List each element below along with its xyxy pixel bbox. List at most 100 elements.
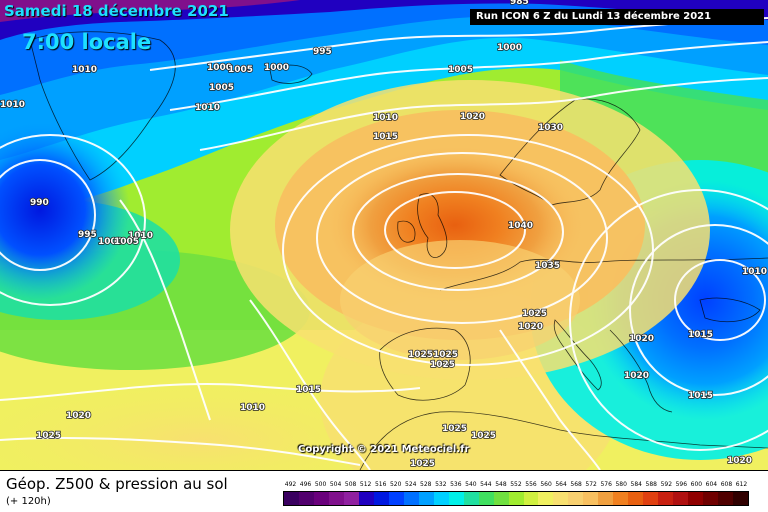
legend-swatch (313, 492, 329, 505)
legend-swatch (703, 492, 719, 505)
legend-value: 572 (585, 481, 597, 488)
color-scale-legend: 492 496 500 504 508 512 516 520 524 528 532 536 540 5… (283, 481, 749, 506)
copyright-notice: Copyright © 2021 Meteociel.fr (298, 444, 470, 455)
map-canvas: 995 985 1000 1005 1010 1000 1005 1000 10… (0, 0, 768, 470)
legend-value: 604 (705, 481, 718, 488)
legend-value: 536 (450, 481, 462, 488)
isobar-label: 995 (78, 230, 97, 240)
legend-swatch (418, 492, 434, 505)
legend-value: 532 (435, 481, 447, 488)
legend-value: 528 (420, 481, 432, 488)
isobar-label: 1035 (535, 261, 560, 271)
legend-value: 556 (525, 481, 537, 488)
isobar-label: 1015 (373, 132, 398, 142)
legend-value: 596 (675, 481, 688, 488)
legend-swatch (673, 492, 689, 505)
legend-swatch (298, 492, 314, 505)
coastlines (29, 31, 768, 470)
legend-value: 504 (329, 481, 342, 488)
isobar-label: 1010 (72, 65, 97, 75)
legend-swatch (628, 492, 644, 505)
legend-value: 580 (615, 481, 627, 488)
legend-swatch (284, 492, 299, 505)
legend-value: 560 (540, 481, 552, 488)
legend-value: 540 (465, 481, 477, 488)
isobar-label: 1005 (209, 83, 234, 93)
geopotential-field (0, 0, 768, 470)
forecast-date: Samedi 18 décembre 2021 (4, 2, 229, 20)
legend-value: 548 (495, 481, 507, 488)
isobar-label: 1000 (207, 63, 232, 73)
isobar-label: 1020 (66, 411, 91, 421)
legend-swatch (508, 492, 524, 505)
legend-swatch (568, 492, 584, 505)
legend-labels: 492 496 500 504 508 512 516 520 524 528 532 536 540 5… (283, 481, 749, 491)
legend-value: 564 (555, 481, 567, 488)
legend-value: 544 (480, 481, 492, 488)
legend-swatch (463, 492, 479, 505)
isobar-label: 1020 (629, 334, 654, 344)
isobar-label: 1025 (433, 350, 458, 360)
legend-value: 552 (510, 481, 522, 488)
isobar-label: 1020 (460, 112, 485, 122)
legend-swatch (343, 492, 359, 505)
isobar-label: 1015 (296, 385, 321, 395)
isobar-label: 1025 (408, 350, 433, 360)
legend-swatch (643, 492, 659, 505)
isobar-label: 1000 (264, 63, 289, 73)
isobar-label: 1000 (497, 43, 522, 53)
isobar-label: 1015 (688, 391, 713, 401)
isobar-label: 1020 (727, 456, 752, 466)
isobar-label: 1025 (471, 431, 496, 441)
legend-swatch (448, 492, 464, 505)
isobar-label: 1005 (448, 65, 473, 75)
legend-value: 524 (405, 481, 417, 488)
isobar-label: 1010 (373, 113, 398, 123)
isobar-label: 1010 (742, 267, 767, 277)
legend-swatch (373, 492, 389, 505)
legend-swatch (613, 492, 629, 505)
isobar-label: 1020 (624, 371, 649, 381)
legend-swatch (658, 492, 674, 505)
legend-value: 492 (284, 481, 297, 488)
isobar-label: 1020 (518, 322, 543, 332)
isobar-label: 1025 (410, 459, 435, 469)
legend-value: 576 (600, 481, 612, 488)
lead-time: (+ 120h) (6, 496, 51, 507)
legend-value: 496 (299, 481, 312, 488)
legend-value: 588 (645, 481, 657, 488)
legend-swatch (478, 492, 494, 505)
isobar-label: 1000 (98, 237, 123, 247)
map-footer: Géop. Z500 & pression au sol (+ 120h) 49… (0, 470, 768, 512)
legend-swatch (718, 492, 734, 505)
legend-value: 600 (690, 481, 703, 488)
legend-value: 568 (570, 481, 582, 488)
forecast-time: 7:00 locale (22, 30, 152, 54)
legend-swatch (358, 492, 374, 505)
product-title: Géop. Z500 & pression au sol (6, 475, 228, 493)
legend-value: 584 (630, 481, 642, 488)
legend-value: 592 (660, 481, 673, 488)
isobar-label: 985 (510, 0, 529, 7)
isobar-label: 1010 (128, 231, 153, 241)
legend-swatch (688, 492, 704, 505)
legend-value: 512 (359, 481, 372, 488)
legend-swatch (388, 492, 404, 505)
isobar-label: 1040 (508, 221, 533, 231)
isobar-labels: 995 985 1000 1005 1010 1000 1005 1000 10… (0, 0, 768, 470)
legend-value: 508 (344, 481, 357, 488)
isobar-label: 1005 (114, 237, 139, 247)
model-run-label: Run ICON 6 Z du Lundi 13 décembre 2021 (470, 9, 764, 25)
legend-swatch (433, 492, 449, 505)
legend-swatch (523, 492, 539, 505)
isobar-label: 1025 (442, 424, 467, 434)
isobar-label: 1025 (522, 309, 547, 319)
legend-swatch (553, 492, 569, 505)
legend-swatch (493, 492, 509, 505)
legend-swatch (328, 492, 344, 505)
isobar-label: 995 (313, 47, 332, 57)
isobar-label: 1005 (228, 65, 253, 75)
isobar-label: 1010 (195, 103, 220, 113)
isobar-label: 1030 (538, 123, 563, 133)
isobar-label: 1025 (430, 360, 455, 370)
